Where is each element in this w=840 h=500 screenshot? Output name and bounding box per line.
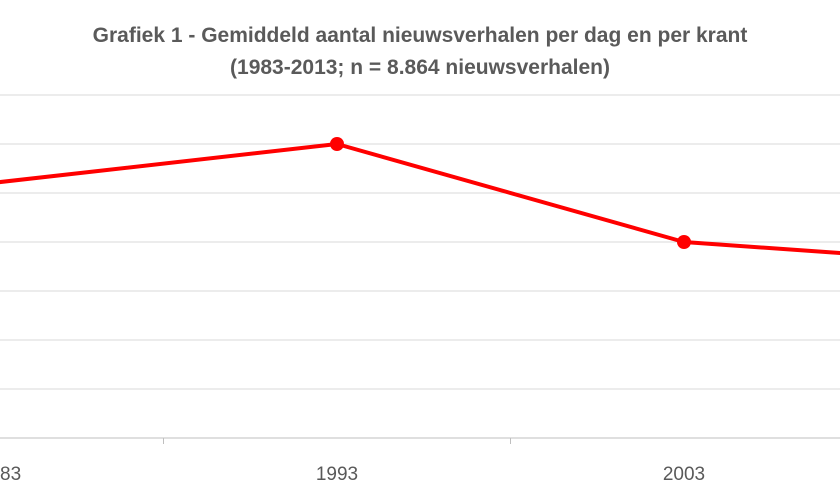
data-point (330, 137, 344, 151)
chart-subtitle: (1983-2013; n = 8.864 nieuwsverhalen) (230, 56, 610, 79)
x-tick-label: 2003 (663, 464, 705, 485)
series-line (0, 142, 840, 256)
x-tick-label: 1993 (316, 464, 358, 485)
gridlines (0, 94, 840, 390)
x-tick-label: 83 (0, 464, 21, 485)
series-line-group (0, 137, 840, 256)
x-axis (0, 437, 840, 444)
x-tick-labels: 83 1993 2003 (0, 464, 705, 485)
data-point (677, 235, 691, 249)
chart-title-block: Grafiek 1 - Gemiddeld aantal nieuwsverha… (0, 20, 840, 84)
chart-title: Grafiek 1 - Gemiddeld aantal nieuwsverha… (92, 24, 748, 47)
